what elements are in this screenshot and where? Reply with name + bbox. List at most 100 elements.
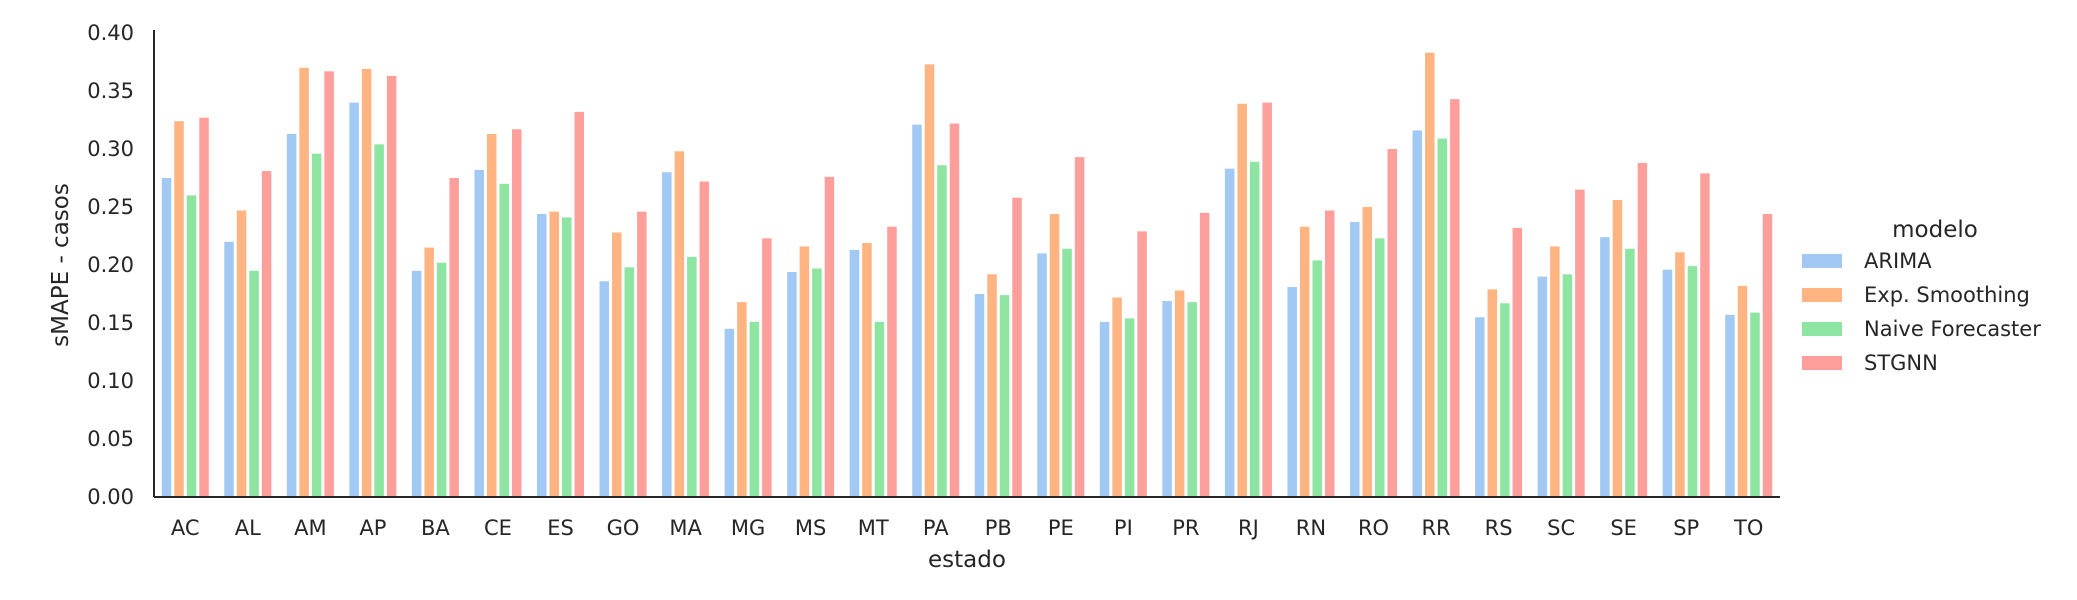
bar-AC-exp-smoothing [174,121,184,497]
x-tick-label: AC [171,516,200,540]
bar-AM-arima [286,133,297,498]
legend-label: STGNN [1864,351,1938,375]
y-axis: 0.00 0.05 0.10 0.15 0.20 0.25 0.30 0.35 0.40 [87,21,134,509]
bar-MT-exp-smoothing [862,242,872,497]
bar-AP-stgnn [386,75,397,498]
bar-CE-naive-forecaster [499,183,509,498]
bar-SE-exp-smoothing [1612,200,1623,498]
x-tick-label: RJ [1238,516,1259,540]
bar-SP-stgnn [1700,173,1710,498]
bar-SE-stgnn [1637,162,1648,498]
legend-swatch [1802,254,1842,268]
x-tick-label: PA [923,516,949,540]
bar-ES-exp-smoothing [549,211,559,497]
x-tick-label: CE [484,516,512,540]
x-tick-label: PR [1172,516,1199,540]
bar-BA-stgnn [449,178,459,497]
bar-AL-exp-smoothing [236,210,247,498]
y-tick-label: 0.35 [87,79,134,103]
bar-PI-naive-forecaster [1124,318,1135,497]
x-tick-label: AL [235,516,261,540]
bar-AL-naive-forecaster [249,270,259,497]
bar-CE-stgnn [511,129,522,497]
x-tick-label: MS [795,516,826,540]
bar-RR-stgnn [1450,99,1460,498]
x-tick-label: MT [858,516,889,540]
bar-SP-naive-forecaster [1687,266,1698,497]
bar-BA-naive-forecaster [436,262,447,497]
legend-swatch [1802,322,1842,336]
x-tick-label: AP [359,516,386,540]
bar-TO-arima [1725,314,1735,497]
bar-AP-naive-forecaster [374,144,384,498]
bar-RO-stgnn [1387,149,1398,497]
bar-RS-exp-smoothing [1487,289,1498,497]
legend-label: Exp. Smoothing [1864,283,2030,307]
x-tick-label: RN [1296,516,1326,540]
bar-PE-naive-forecaster [1062,248,1072,497]
bar-RS-naive-forecaster [1500,303,1510,497]
bar-AC-naive-forecaster [186,195,197,497]
bar-MG-stgnn [762,238,772,497]
bar-AP-exp-smoothing [361,68,372,498]
bar-PR-exp-smoothing [1174,290,1185,497]
bar-PB-stgnn [1012,197,1022,497]
bar-PE-exp-smoothing [1049,213,1060,497]
bar-RJ-stgnn [1262,102,1272,497]
x-tick-label: TO [1733,516,1763,540]
bar-GO-arima [599,281,610,497]
bar-RS-arima [1475,317,1485,497]
bar-AP-arima [349,102,359,497]
bar-SP-arima [1662,269,1673,497]
bar-PB-naive-forecaster [999,295,1010,497]
bar-SE-arima [1600,237,1610,497]
bar-ES-naive-forecaster [562,217,572,497]
bar-CE-arima [474,169,484,497]
bar-AC-stgnn [199,117,209,498]
bar-PE-arima [1037,253,1047,497]
bar-AM-exp-smoothing [299,67,309,498]
bar-PA-exp-smoothing [924,64,935,497]
bar-MS-naive-forecaster [812,268,822,497]
bar-RN-arima [1287,287,1297,497]
y-tick-label: 0.20 [87,253,134,277]
bar-AM-stgnn [324,71,334,497]
bar-MA-exp-smoothing [674,151,685,497]
x-tick-label: BA [421,516,450,540]
x-tick-label: ES [547,516,574,540]
x-tick-label: SC [1547,516,1575,540]
bar-AM-naive-forecaster [311,153,322,497]
legend-swatch [1802,288,1842,302]
bar-MS-stgnn [824,176,835,497]
bar-CE-exp-smoothing [486,133,497,498]
bar-TO-stgnn [1762,213,1773,497]
bar-PI-stgnn [1137,231,1147,498]
bar-RR-exp-smoothing [1425,52,1435,497]
x-tick-label: MA [669,516,702,540]
bar-MG-exp-smoothing [737,302,747,497]
legend: modelo ARIMA Exp. Smoothing Naive Forecast… [1802,217,2041,375]
y-tick-label: 0.00 [87,485,134,509]
bar-SC-naive-forecaster [1562,274,1573,497]
bar-AL-stgnn [261,171,272,498]
bar-RO-arima [1349,222,1360,497]
bar-TO-exp-smoothing [1737,285,1748,497]
bar-RO-naive-forecaster [1375,238,1385,497]
bar-MT-arima [849,249,860,497]
bar-SC-exp-smoothing [1550,246,1560,497]
bars-layer [161,52,1773,498]
bar-PA-arima [912,124,922,497]
bar-ES-arima [536,213,547,497]
bar-MT-naive-forecaster [874,321,885,497]
bar-GO-stgnn [637,211,647,497]
x-tick-label: MG [731,516,765,540]
bar-RN-stgnn [1324,210,1335,498]
bar-RR-naive-forecaster [1437,138,1448,497]
bar-MA-naive-forecaster [687,256,697,497]
x-axis-label: estado [928,547,1006,573]
y-tick-label: 0.15 [87,311,134,335]
bar-MA-arima [662,172,672,497]
bar-BA-arima [411,270,422,497]
bar-MG-naive-forecaster [749,321,760,497]
bar-MG-arima [724,328,735,497]
